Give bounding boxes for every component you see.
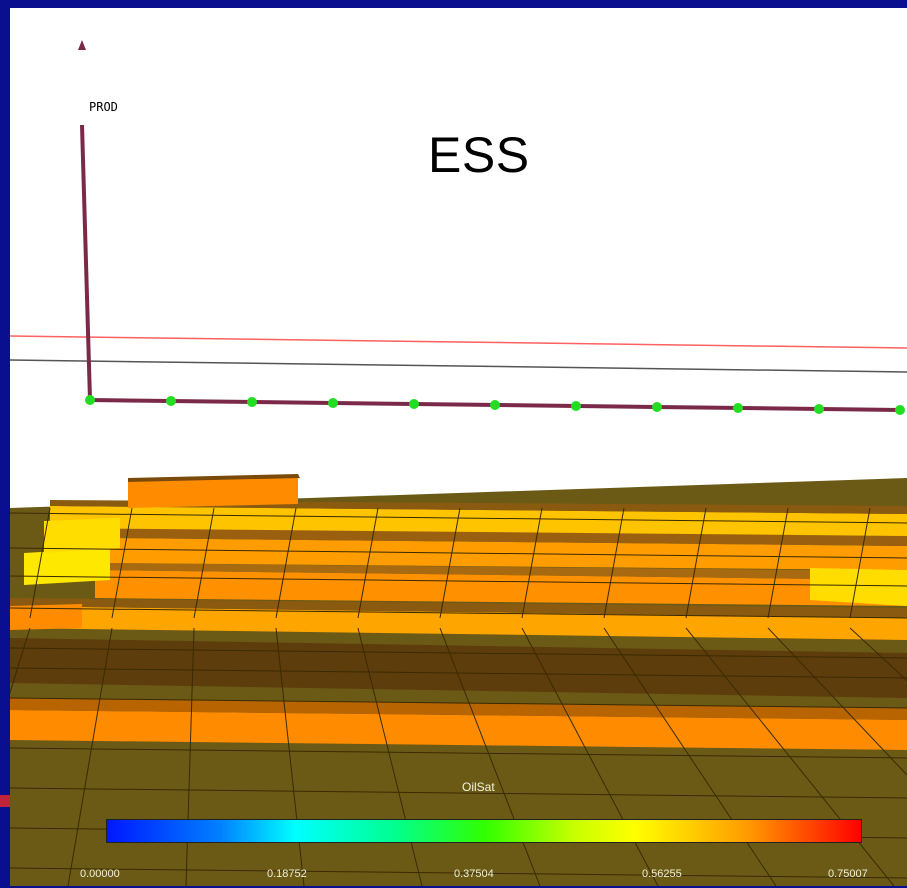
reservoir-3d-view: [10, 40, 907, 886]
legend-title: OilSat: [462, 780, 495, 794]
grid-line: [10, 787, 907, 799]
well-node: [409, 399, 419, 409]
grid-line: [439, 507, 461, 619]
grid-line: [10, 627, 31, 695]
cell-layer-top: [50, 506, 907, 536]
well-nodes: [85, 395, 905, 415]
grid-line: [193, 507, 215, 619]
left-yellow-block: [24, 548, 110, 585]
grid-line: [29, 507, 51, 619]
well-node: [85, 395, 95, 405]
legend-tick: 0.00000: [80, 868, 120, 880]
grid-line: [767, 627, 907, 776]
well-label: PROD: [89, 100, 118, 114]
well-node: [166, 396, 176, 406]
grid-line: [357, 507, 379, 619]
cell-layer-front-top: [10, 598, 907, 618]
right-yellow-block: [810, 568, 907, 606]
well-node: [490, 400, 500, 410]
viewport[interactable]: PROD ESS OilSat 0.00000 0.18752 0.37504 …: [10, 8, 907, 886]
grid-line: [603, 627, 777, 886]
legend-tick: 0.75007: [828, 868, 868, 880]
edge-marker: [0, 795, 10, 807]
dark-band: [10, 638, 907, 698]
grid-line: [603, 507, 625, 619]
legend-tick: 0.56255: [642, 868, 682, 880]
grid-line: [521, 627, 659, 886]
grid-line: [111, 507, 133, 619]
raised-cells: [128, 476, 298, 508]
cell-layer-bottom-top: [10, 698, 907, 720]
grid-line: [10, 647, 907, 659]
grid-line: [439, 627, 541, 886]
grid-line: [10, 867, 907, 879]
cell-layer-bottom: [10, 710, 907, 750]
grid-line: [521, 507, 543, 619]
legend-tick: 0.37504: [454, 868, 494, 880]
grid-line: [275, 507, 297, 619]
grid-line: [10, 697, 907, 709]
grid-line: [67, 627, 113, 886]
cell-layer-step3-top: [110, 528, 907, 546]
reference-line-red: [10, 335, 907, 349]
oilsat-colorbar: [106, 819, 862, 843]
cell-layer-step2-top: [95, 563, 907, 580]
well-node: [895, 405, 905, 415]
reference-line-gray: [10, 359, 907, 373]
well-node: [733, 403, 743, 413]
well-node: [652, 402, 662, 412]
grid-line: [10, 747, 907, 759]
legend-tick: 0.18752: [267, 868, 307, 880]
raised-cells-top: [128, 474, 300, 482]
grid-line: [10, 667, 907, 679]
well-node: [328, 398, 338, 408]
grid-line: [10, 607, 907, 619]
grid-line: [357, 627, 423, 886]
grid-line: [767, 507, 789, 619]
grid-line: [849, 507, 871, 619]
well-top-marker: [78, 40, 86, 50]
well-node: [571, 401, 581, 411]
grid-line: [185, 627, 195, 886]
left-orange-block: [10, 604, 82, 630]
grid-line: [10, 575, 907, 587]
grid-line: [10, 512, 907, 524]
plot-title: ESS: [428, 127, 530, 183]
well-node: [247, 397, 257, 407]
grid-line: [685, 507, 707, 619]
grid-line: [849, 627, 907, 682]
well-node: [814, 404, 824, 414]
cell-layer-front: [10, 606, 907, 640]
left-yellow-block-upper: [44, 518, 120, 553]
grid-line: [10, 547, 907, 559]
